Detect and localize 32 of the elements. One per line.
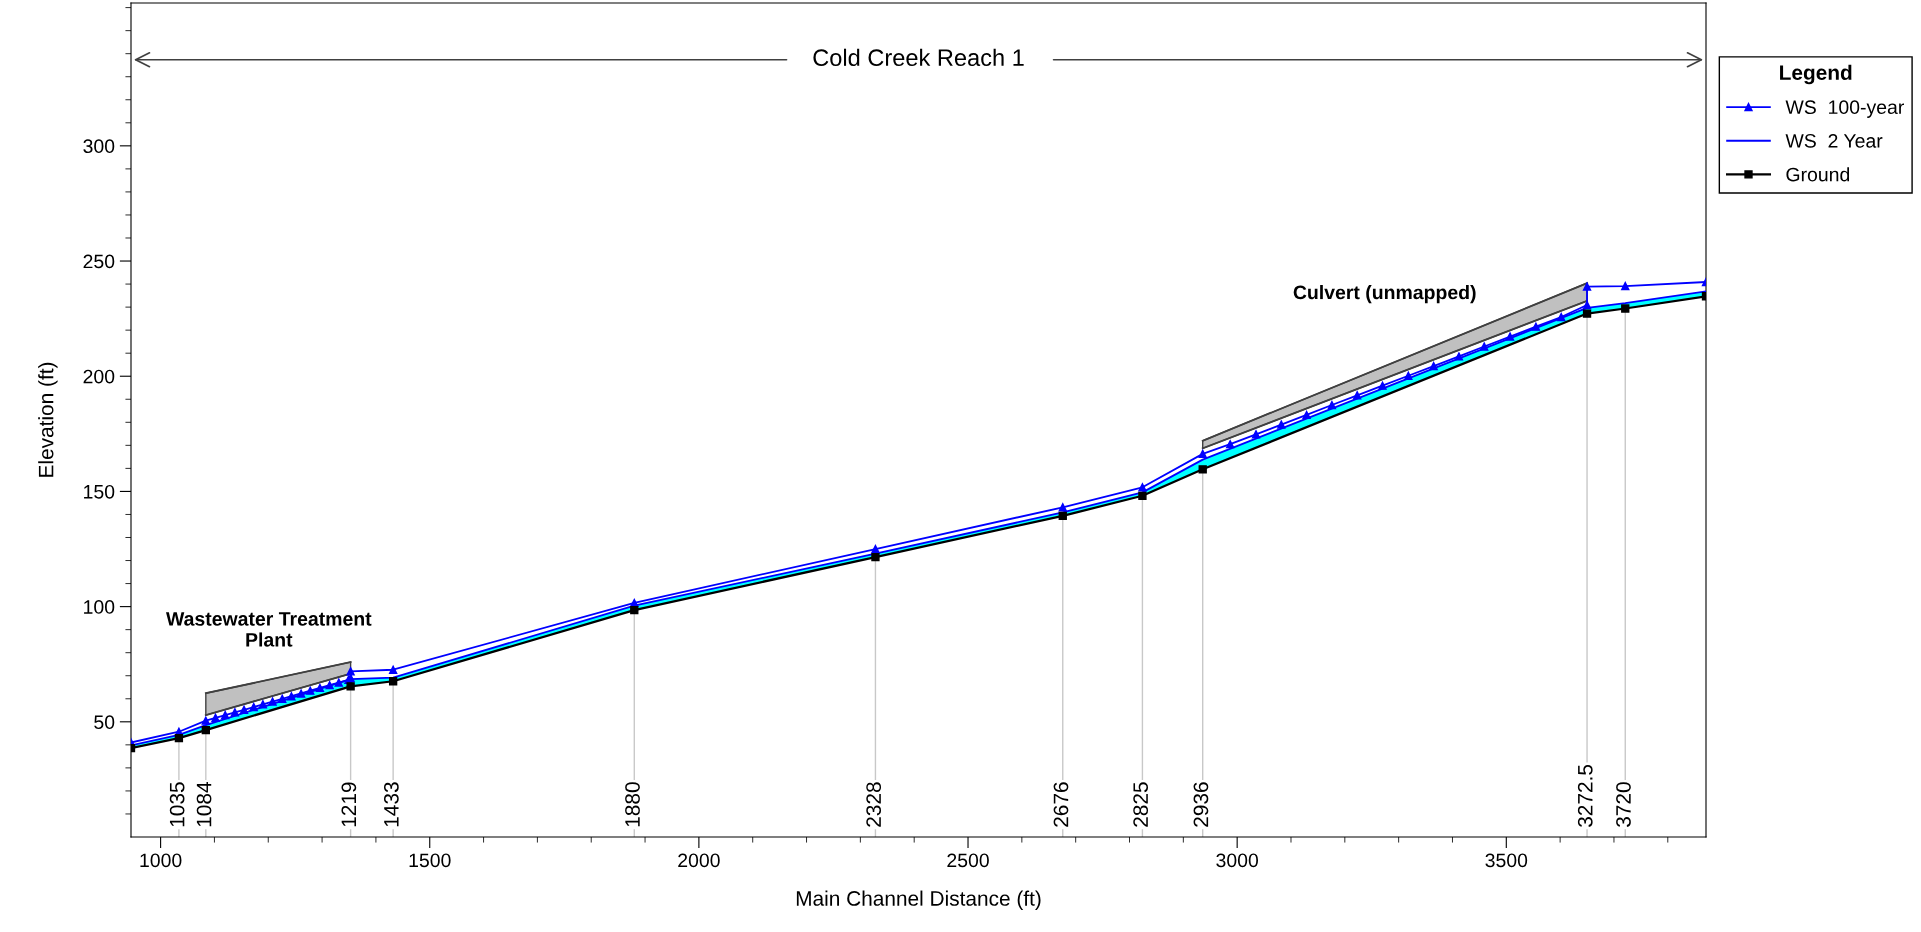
x-tick-label: 3500 [1485,853,1528,868]
annotation: 1433 [383,782,399,827]
annotation: 3720 [1616,782,1631,827]
legend-label: WS 2 Year [1785,133,1883,148]
x-axis-title: Main Channel Distance (ft) [796,890,1041,910]
annotation: Culvert (unmapped) [1293,285,1476,304]
y-tick-label: 50 [94,715,115,730]
annotation: 2825 [1133,782,1149,827]
x-tick-label: 2500 [947,853,989,868]
annotation: 2936 [1193,782,1209,827]
annotation: 2676 [1053,782,1069,827]
annotation: 1880 [625,782,640,827]
x-tick-label: 1500 [409,853,451,868]
legend-title: Legend [1780,64,1852,85]
annotation: 1219 [341,782,357,827]
y-tick-label: 250 [83,254,115,269]
annotation: 3272.5 [1577,764,1593,827]
x-tick-label: 2000 [678,853,720,868]
annotation: Wastewater Treatment Plant [166,612,372,647]
annotation: 1035 [169,782,185,827]
annotation: 2328 [866,782,882,827]
annotation: 1084 [196,782,212,827]
y-tick-label: 150 [84,484,115,499]
x-tick-label: 3000 [1216,853,1259,868]
legend-label: WS 100-year [1785,100,1904,118]
legend-label: Ground [1786,167,1850,182]
y-tick-label: 200 [83,369,115,384]
y-tick-label: 300 [83,139,115,154]
y-tick-label: 100 [84,600,115,614]
x-tick-label: 1000 [140,853,182,868]
annotation: Cold Creek Reach 1 [813,48,1024,67]
y-axis-title: Elevation (ft) [38,362,58,477]
